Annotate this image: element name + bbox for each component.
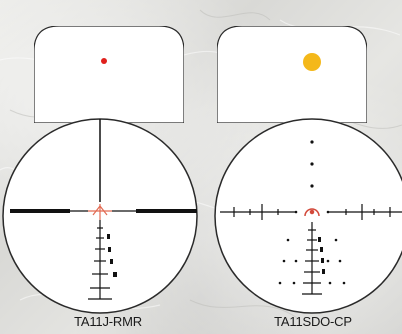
bdc-numbers bbox=[107, 234, 117, 277]
center-chevron bbox=[88, 204, 112, 220]
bdc-ticks bbox=[88, 227, 112, 300]
rmr-window-outline bbox=[34, 26, 184, 123]
vertical-dots-top bbox=[310, 140, 314, 188]
ta11j-reticle bbox=[2, 118, 198, 314]
left-thick-bar bbox=[10, 209, 70, 213]
amber-dot-icon bbox=[303, 53, 321, 71]
bdc-numbers bbox=[318, 237, 325, 274]
rmr-window-amber-dot bbox=[217, 26, 367, 123]
rmr-window-red-dot bbox=[34, 26, 184, 123]
scope-circle bbox=[214, 118, 402, 314]
rmr-window-outline bbox=[217, 26, 367, 123]
center-horseshoe bbox=[304, 208, 320, 217]
ta11sdo-cp-reticle bbox=[214, 118, 402, 314]
right-thick-bar bbox=[136, 209, 197, 213]
product-label-ta11sdo-cp: TA11SDO-CP bbox=[274, 314, 352, 329]
horizontal-dots bbox=[294, 210, 330, 214]
bdc-ticks bbox=[302, 229, 322, 295]
wind-dots bbox=[278, 238, 346, 285]
product-label-ta11j-rmr: TA11J-RMR bbox=[74, 314, 142, 329]
red-dot-icon bbox=[101, 58, 107, 64]
horizontal-ticks bbox=[233, 204, 391, 220]
